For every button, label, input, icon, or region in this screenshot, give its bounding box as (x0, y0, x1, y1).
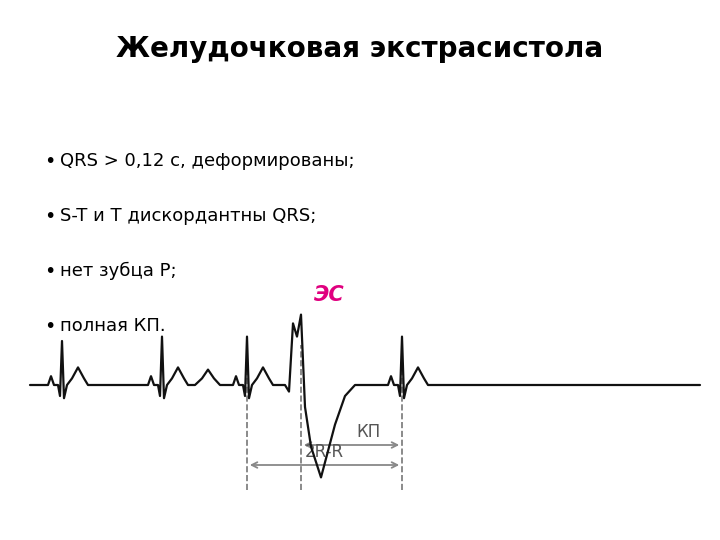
Text: •: • (44, 207, 55, 226)
Text: •: • (44, 152, 55, 171)
Text: S-T и Т дискордантны QRS;: S-T и Т дискордантны QRS; (60, 207, 316, 225)
Text: ЭС: ЭС (314, 285, 344, 305)
Text: полная КП.: полная КП. (60, 317, 166, 335)
Text: нет зубца Р;: нет зубца Р; (60, 262, 176, 280)
Text: QRS > 0,12 с, деформированы;: QRS > 0,12 с, деформированы; (60, 152, 355, 170)
Text: •: • (44, 317, 55, 336)
Text: Желудочковая экстрасистола: Желудочковая экстрасистола (117, 35, 603, 63)
Text: 2R-R: 2R-R (305, 443, 344, 461)
Text: КП: КП (356, 423, 381, 441)
Text: •: • (44, 262, 55, 281)
